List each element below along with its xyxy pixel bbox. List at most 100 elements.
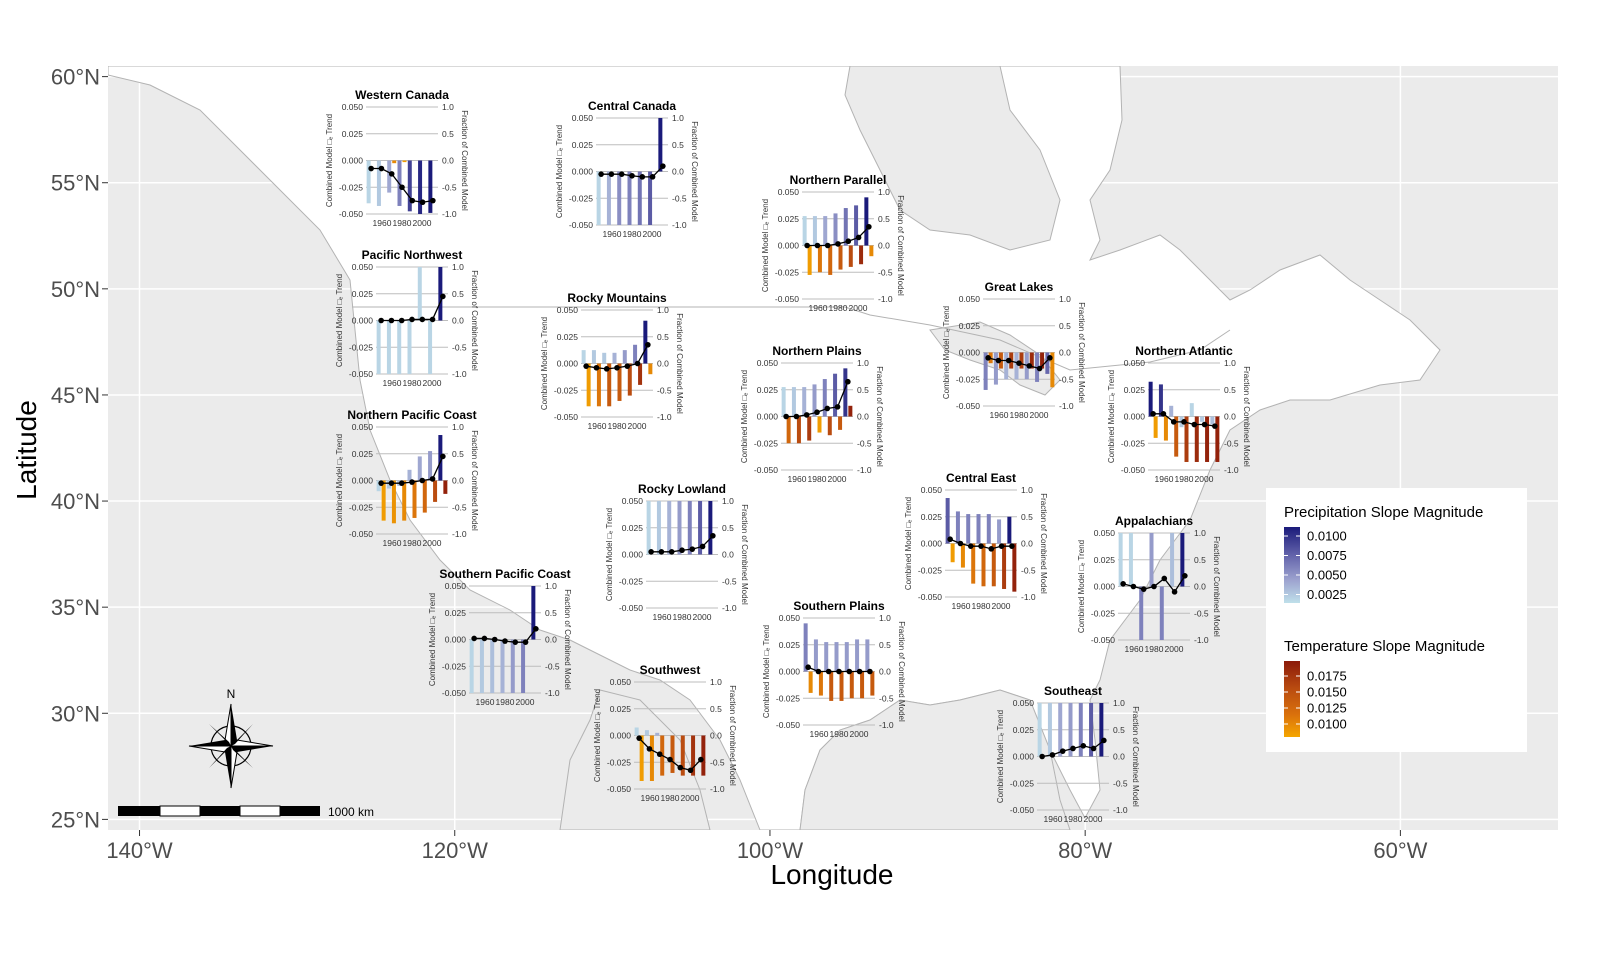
left-tick-label: 0.050	[921, 485, 943, 495]
temp-bar	[1163, 416, 1168, 441]
precip-legend-label: 0.0025	[1307, 587, 1347, 602]
temp-bar	[691, 735, 696, 776]
combined-model-point	[419, 316, 426, 323]
combined-model-point	[1047, 355, 1053, 361]
precip-bar	[833, 213, 838, 246]
combined-model-point	[639, 174, 646, 180]
x-tick-label: 2000	[516, 697, 535, 707]
left-tick-label: 0.050	[352, 262, 374, 272]
precip-bar	[646, 501, 651, 555]
left-axis-label: Combined Model □ₑ Trend	[740, 370, 749, 463]
x-tick-label: 1980	[403, 378, 422, 388]
region-chart-title: Rocky Mountains	[567, 291, 667, 305]
temp-bar	[607, 363, 612, 407]
left-tick-label: 0.000	[779, 667, 801, 677]
region-chart-title: Southeast	[1044, 684, 1102, 698]
combined-model-point	[634, 360, 641, 367]
precip-bar	[656, 501, 661, 555]
region-chart-title: Southern Pacific Coast	[439, 567, 570, 581]
precip-bar	[865, 639, 870, 672]
left-tick-label: -0.050	[918, 592, 942, 602]
right-tick-label: 0.5	[452, 449, 464, 459]
left-tick-label: -0.025	[554, 385, 578, 395]
combined-model-point	[440, 453, 446, 460]
precip-bar	[418, 160, 423, 214]
right-tick-label: -0.5	[1194, 608, 1209, 618]
right-tick-label: 0.5	[442, 129, 454, 139]
gulf-of-california	[559, 689, 711, 830]
precip-bar	[591, 350, 596, 364]
temp-legend-label: 0.0175	[1307, 669, 1347, 684]
precip-bar	[955, 511, 960, 544]
combined-model-point	[988, 546, 995, 552]
precip-bar	[417, 456, 422, 481]
combined-model-point	[399, 184, 405, 191]
combined-model-point	[512, 639, 519, 645]
y-tick-label: 50°N	[51, 277, 100, 302]
right-tick-label: -0.5	[1059, 374, 1074, 384]
temp-bar	[971, 543, 976, 584]
temp-bar	[392, 160, 397, 164]
combined-model-point	[502, 638, 508, 644]
right-tick-label: -0.5	[1224, 438, 1239, 448]
temp-bar	[391, 480, 396, 524]
right-axis-label: Fraction of Combined Model	[470, 270, 479, 371]
right-tick-label: 0.0	[857, 412, 869, 422]
precip-bar	[637, 171, 642, 225]
precip-bar	[376, 480, 381, 492]
combined-model-point	[1009, 543, 1015, 549]
x-tick-label: 1960	[788, 474, 807, 484]
combined-model-point	[1140, 586, 1147, 592]
precip-bar	[376, 320, 381, 374]
temp-bar	[838, 416, 843, 430]
precip-bar	[612, 352, 617, 364]
precip-bar	[376, 160, 381, 206]
combined-model-point	[378, 480, 384, 486]
right-tick-label: -0.5	[878, 267, 893, 277]
combined-model-point	[636, 735, 642, 741]
region-chart-title: Northern Parallel	[790, 173, 887, 187]
combined-model-point	[429, 316, 436, 323]
temp-bar	[1153, 416, 1158, 438]
precip-bar	[1099, 703, 1104, 757]
combined-model-point	[710, 532, 716, 539]
temp-bar	[848, 405, 853, 417]
left-tick-label: 0.000	[1124, 412, 1146, 422]
left-axis-label: Combined Model □ₑ Trend	[555, 125, 564, 218]
right-tick-label: 0.5	[452, 289, 464, 299]
precip-bar	[397, 320, 402, 374]
precip-bar	[606, 171, 611, 225]
right-tick-label: -0.5	[545, 661, 560, 671]
left-tick-label: -0.025	[776, 693, 800, 703]
precip-bar	[386, 480, 391, 489]
region-chart: Southwest 0.050 1.0 0.025 0.5 0.000 0.0 -0.025 -…	[593, 663, 737, 803]
left-axis-label: Combined Model □ₑ Trend	[761, 199, 770, 292]
combined-model-point	[1151, 583, 1157, 590]
right-tick-label: 1.0	[878, 187, 890, 197]
combined-model-point	[645, 341, 651, 348]
left-tick-label: 0.000	[557, 359, 579, 369]
x-tick-label: 1980	[623, 229, 642, 239]
temp-bar	[402, 480, 407, 521]
combined-model-point	[803, 412, 810, 418]
precip-bar	[633, 344, 638, 364]
right-tick-label: -1.0	[1059, 401, 1074, 411]
precip-legend-label: 0.0050	[1307, 568, 1347, 583]
right-tick-label: -1.0	[657, 412, 672, 422]
left-tick-label: 0.000	[757, 412, 779, 422]
precip-bar	[479, 639, 484, 693]
left-tick-label: 0.000	[778, 241, 800, 251]
combined-model-point	[429, 476, 436, 482]
x-tick-label: 2000	[423, 538, 442, 548]
left-tick-label: -0.025	[754, 438, 778, 448]
x-tick-label: 1980	[1145, 644, 1164, 654]
temp-bar	[848, 245, 853, 267]
left-tick-label: 0.025	[610, 704, 632, 714]
region-chart-title: Western Canada	[355, 88, 449, 102]
precip-bar	[983, 352, 988, 390]
temp-bar	[960, 543, 965, 568]
canada-us-border	[352, 306, 1231, 371]
